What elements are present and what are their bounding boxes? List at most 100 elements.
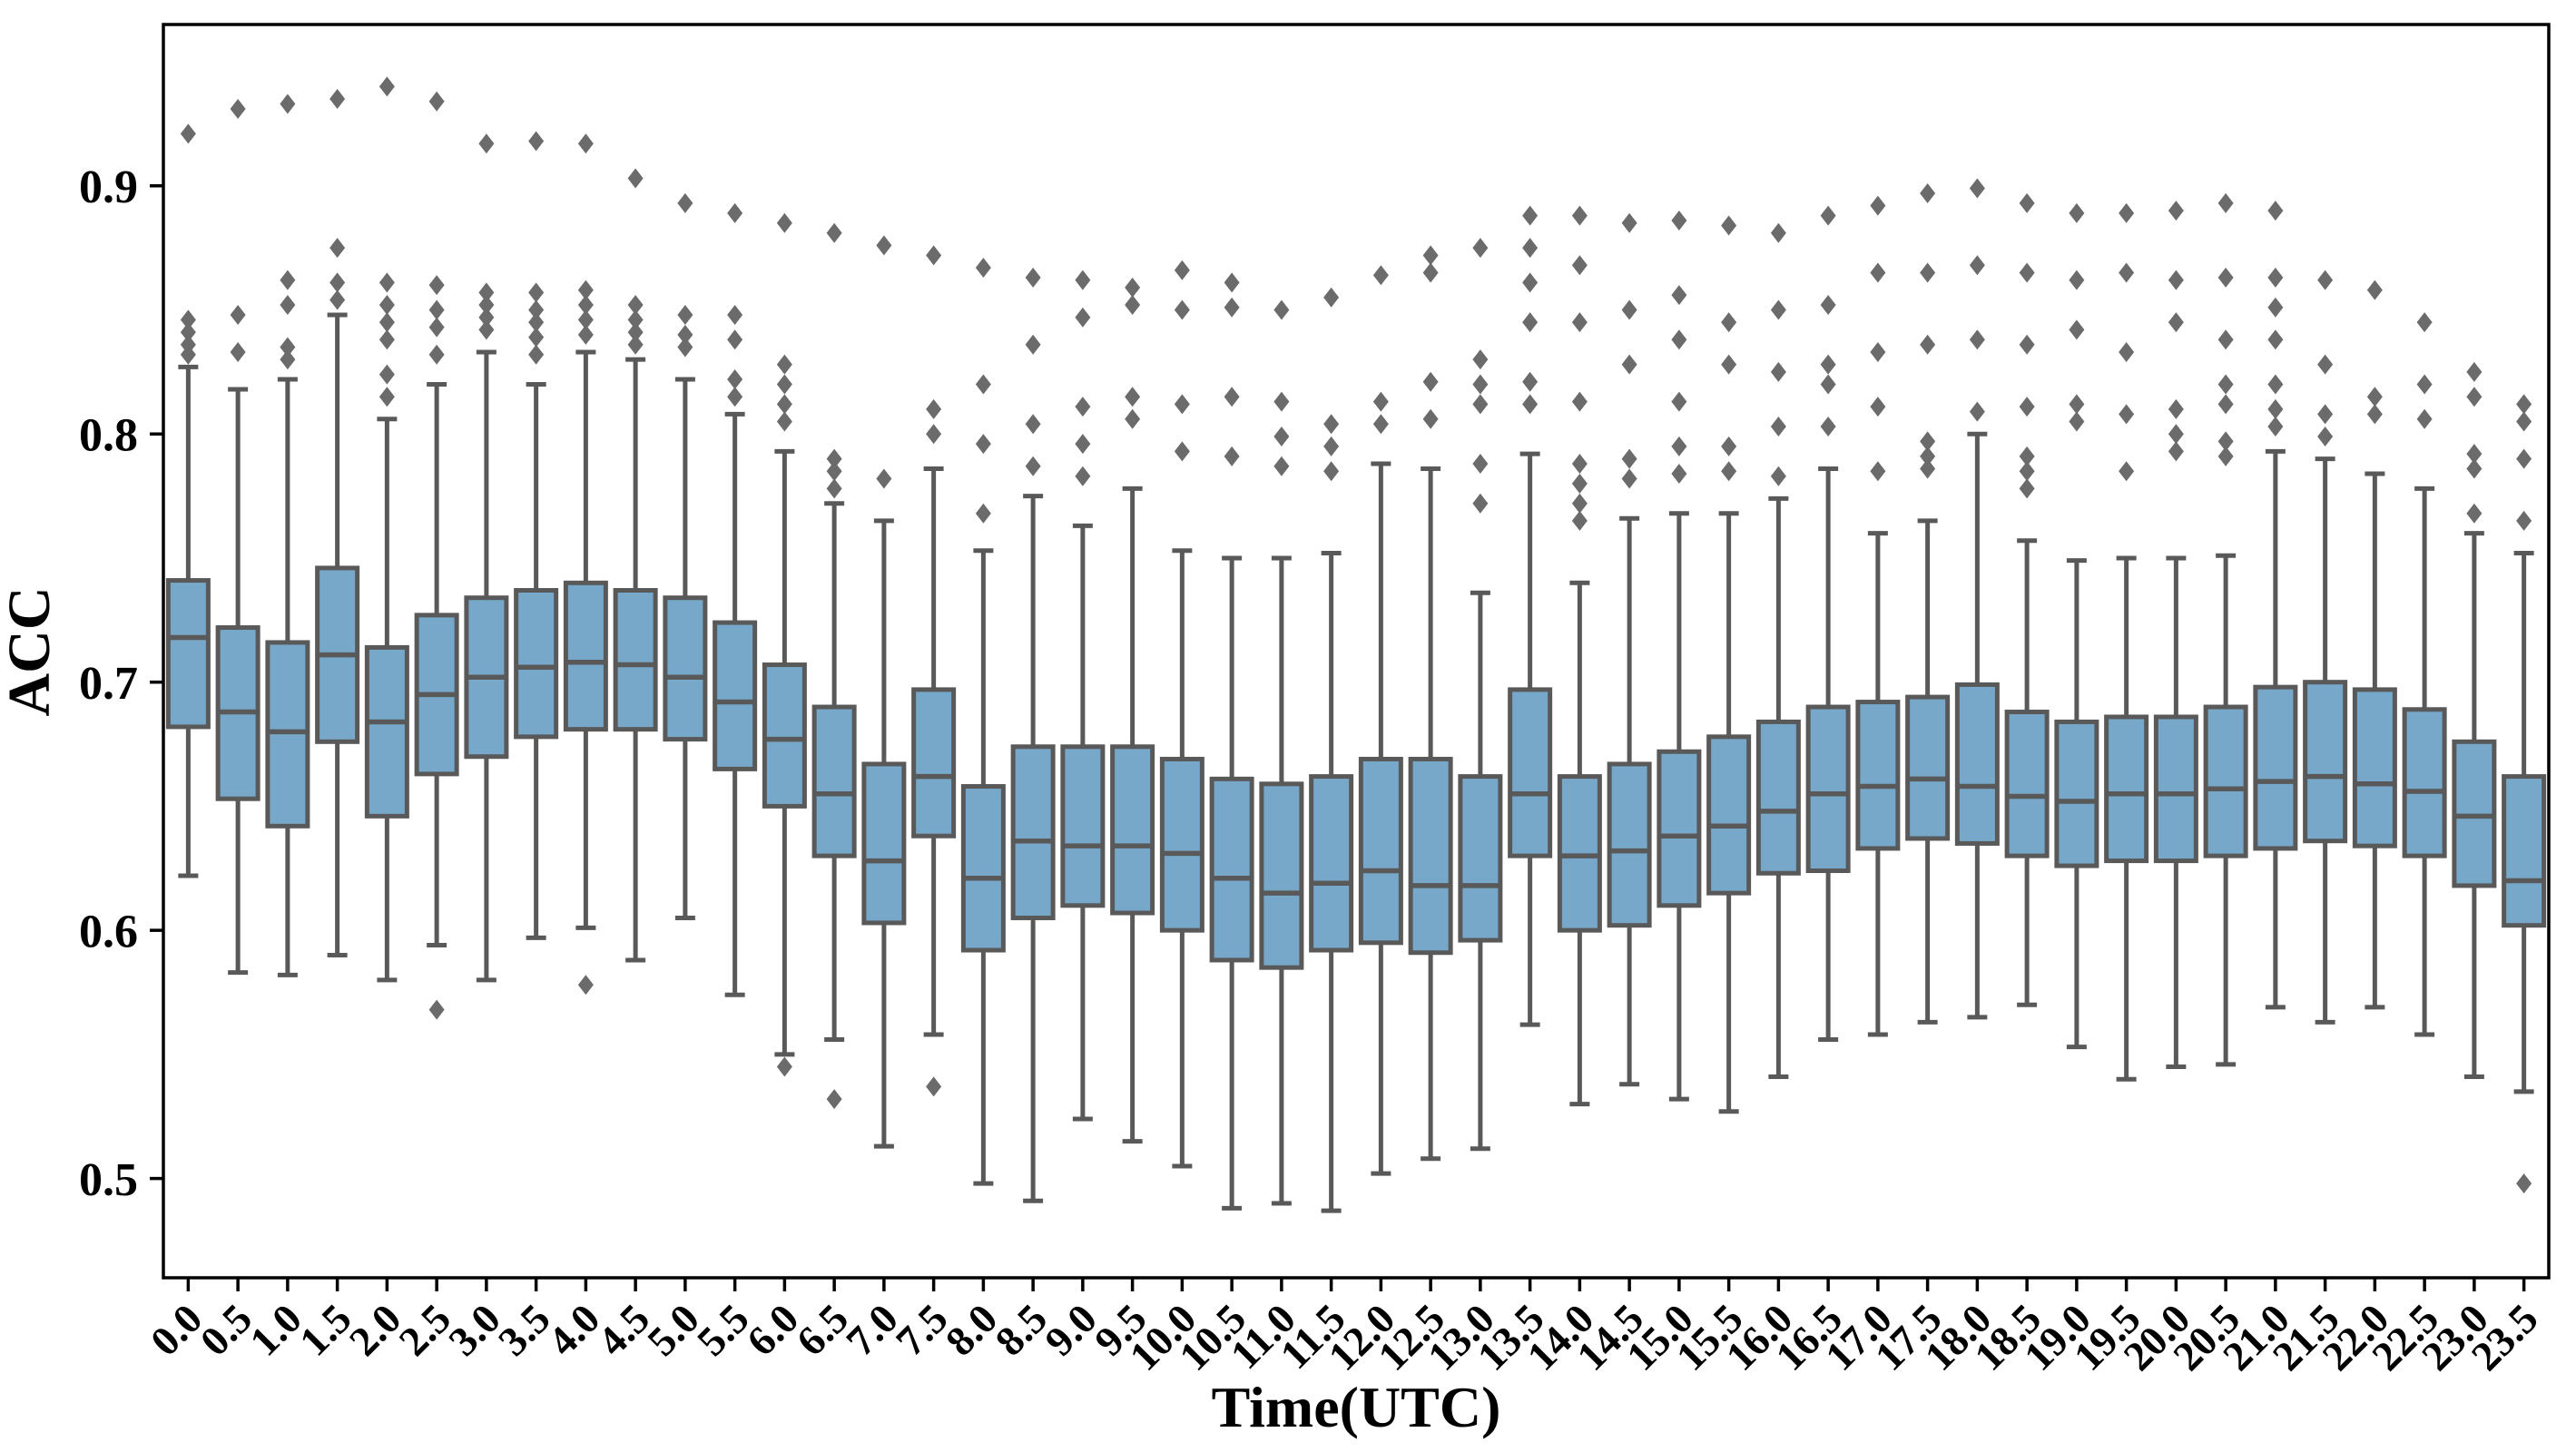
- outlier-diamond: [776, 1056, 792, 1077]
- outlier-diamond: [1969, 178, 1985, 199]
- outlier-diamond: [1422, 245, 1439, 266]
- outlier-diamond: [1224, 297, 1240, 318]
- outlier-diamond: [577, 280, 594, 300]
- outlier-diamond: [1920, 262, 1936, 283]
- box-iqr: [861, 761, 907, 926]
- outliers-4.5: [627, 168, 644, 355]
- box-iqr: [811, 704, 857, 858]
- outlier-diamond: [379, 76, 395, 97]
- outlier-diamond: [577, 133, 594, 154]
- outlier-diamond: [280, 337, 296, 358]
- outlier-diamond: [1571, 312, 1588, 333]
- box-iqr: [1706, 734, 1752, 896]
- outliers-20.5: [2217, 192, 2234, 466]
- box-whiskers-20.5: [2216, 553, 2237, 1067]
- outlier-diamond: [1820, 295, 1836, 316]
- outlier-diamond: [2416, 374, 2433, 395]
- outlier-diamond: [1721, 461, 1737, 482]
- box-group-15.0: [1657, 749, 1702, 908]
- outlier-diamond: [180, 309, 196, 330]
- outliers-16.5: [1820, 205, 1836, 437]
- box-whiskers-18.0: [1967, 431, 1988, 1020]
- box-group-12.0: [1358, 756, 1403, 946]
- box-iqr: [960, 784, 1006, 953]
- box-iqr: [2253, 684, 2298, 851]
- outlier-diamond: [379, 387, 395, 407]
- outlier-diamond: [926, 1076, 942, 1097]
- outlier-diamond: [1920, 458, 1936, 479]
- box-group-1.5: [315, 565, 360, 744]
- box-whiskers-6.0: [774, 448, 795, 1057]
- outlier-diamond: [478, 133, 495, 154]
- outlier-diamond: [2267, 267, 2284, 288]
- box-whiskers-9.0: [1072, 523, 1093, 1122]
- outliers-11.0: [1273, 299, 1290, 476]
- outlier-diamond: [2416, 312, 2433, 333]
- outliers-7.0: [876, 235, 892, 489]
- box-group-19.0: [2054, 719, 2099, 868]
- box-group-4.5: [613, 588, 658, 732]
- box-group-8.0: [960, 784, 1006, 953]
- outlier-diamond: [1770, 299, 1786, 320]
- box-group-23.0: [2452, 739, 2497, 888]
- box-iqr: [1259, 781, 1304, 970]
- outlier-diamond: [478, 307, 495, 328]
- outliers-15.5: [1721, 215, 1737, 482]
- outlier-diamond: [428, 999, 445, 1020]
- outliers-3.0: [478, 133, 495, 340]
- box-whiskers-23.0: [2463, 531, 2484, 1079]
- box-whiskers-5.0: [674, 377, 695, 920]
- outlier-diamond: [1472, 454, 1489, 475]
- outliers-1.5: [329, 89, 346, 310]
- outliers-12.0: [1372, 265, 1389, 435]
- outliers-23.0: [2466, 361, 2483, 524]
- outlier-diamond: [280, 349, 296, 370]
- outlier-diamond: [1075, 270, 1091, 290]
- outlier-diamond: [1820, 417, 1836, 437]
- outlier-diamond: [826, 448, 842, 469]
- box-whiskers-0.0: [178, 364, 199, 878]
- box-whiskers-21.5: [2315, 456, 2335, 1025]
- outlier-diamond: [1323, 436, 1340, 456]
- outlier-diamond: [1372, 265, 1389, 286]
- outliers-21.0: [2267, 201, 2284, 437]
- outlier-diamond: [180, 322, 196, 343]
- outlier-diamond: [2516, 1173, 2532, 1194]
- outlier-diamond: [1422, 371, 1439, 392]
- outlier-diamond: [577, 309, 594, 330]
- outliers-9.0: [1075, 270, 1091, 486]
- box-iqr: [1954, 682, 2000, 846]
- outlier-diamond: [1224, 446, 1240, 466]
- outlier-diamond: [2366, 404, 2383, 425]
- outlier-diamond: [627, 309, 644, 330]
- box-group-7.5: [911, 687, 957, 839]
- outlier-diamond: [2019, 461, 2035, 482]
- outliers-1.0: [280, 93, 296, 370]
- outlier-diamond: [876, 468, 892, 489]
- outlier-diamond: [379, 364, 395, 385]
- outlier-diamond: [1422, 408, 1439, 429]
- box-iqr: [713, 620, 758, 771]
- box-group-6.0: [762, 662, 807, 809]
- outlier-diamond: [428, 299, 445, 320]
- outlier-diamond: [1025, 414, 1041, 435]
- outlier-diamond: [2466, 387, 2483, 407]
- box-group-19.5: [2104, 714, 2149, 864]
- box-whiskers-19.5: [2116, 555, 2137, 1082]
- outlier-diamond: [926, 398, 942, 419]
- outlier-diamond: [428, 275, 445, 296]
- outlier-diamond: [379, 295, 395, 316]
- box-group-9.0: [1060, 744, 1106, 908]
- outlier-diamond: [1025, 267, 1041, 288]
- box-whiskers-13.5: [1519, 451, 1540, 1027]
- outlier-diamond: [2516, 510, 2532, 531]
- box-iqr: [165, 578, 211, 730]
- outlier-diamond: [1870, 341, 1886, 362]
- outlier-diamond: [2366, 387, 2383, 407]
- box-iqr: [1010, 744, 1056, 920]
- outlier-diamond: [577, 975, 594, 996]
- box-group-3.5: [514, 588, 559, 740]
- outlier-diamond: [428, 317, 445, 338]
- outlier-diamond: [1870, 262, 1886, 283]
- outlier-diamond: [1125, 387, 1141, 407]
